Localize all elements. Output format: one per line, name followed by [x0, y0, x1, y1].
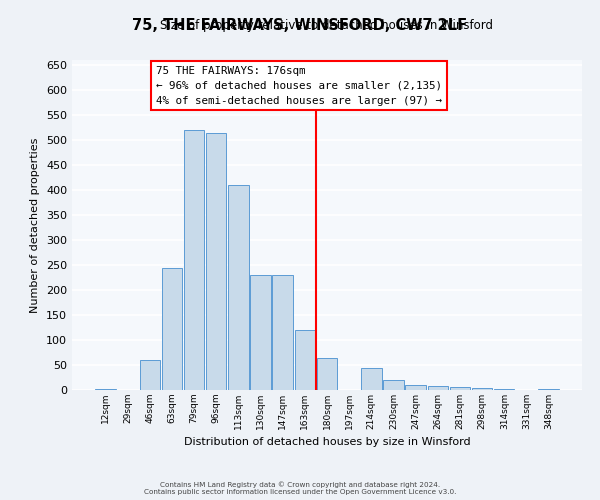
- Bar: [538, 389, 559, 390]
- Text: Contains HM Land Registry data © Crown copyright and database right 2024.: Contains HM Land Registry data © Crown c…: [160, 481, 440, 488]
- Bar: [272, 275, 293, 390]
- Bar: [361, 368, 382, 390]
- Bar: [161, 268, 182, 390]
- Text: Contains public sector information licensed under the Open Government Licence v3: Contains public sector information licen…: [144, 489, 456, 495]
- Bar: [228, 185, 248, 390]
- Bar: [95, 389, 116, 390]
- Text: 75, THE FAIRWAYS, WINSFORD, CW7 2LF: 75, THE FAIRWAYS, WINSFORD, CW7 2LF: [133, 18, 467, 32]
- Y-axis label: Number of detached properties: Number of detached properties: [31, 138, 40, 312]
- Bar: [450, 386, 470, 390]
- Bar: [428, 386, 448, 390]
- Bar: [206, 132, 226, 390]
- Bar: [140, 360, 160, 390]
- Title: Size of property relative to detached houses in Winsford: Size of property relative to detached ho…: [161, 20, 493, 32]
- X-axis label: Distribution of detached houses by size in Winsford: Distribution of detached houses by size …: [184, 438, 470, 448]
- Text: 75 THE FAIRWAYS: 176sqm
← 96% of detached houses are smaller (2,135)
4% of semi-: 75 THE FAIRWAYS: 176sqm ← 96% of detache…: [157, 66, 442, 106]
- Bar: [317, 358, 337, 390]
- Bar: [250, 275, 271, 390]
- Bar: [494, 389, 514, 390]
- Bar: [184, 130, 204, 390]
- Bar: [406, 385, 426, 390]
- Bar: [383, 380, 404, 390]
- Bar: [295, 330, 315, 390]
- Bar: [472, 388, 493, 390]
